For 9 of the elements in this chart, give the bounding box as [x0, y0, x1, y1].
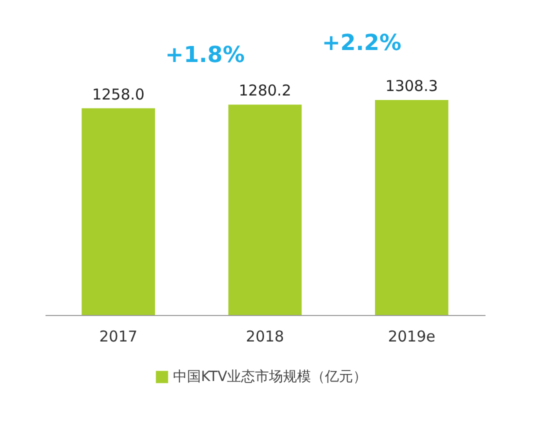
- text: +2.2%: [322, 31, 402, 56]
- text: +1.8%: [165, 43, 245, 68]
- data-label: 1308.3: [385, 77, 438, 95]
- data-label: 1258.0: [92, 85, 145, 104]
- x-tick-label: 2018: [246, 328, 284, 346]
- legend-label: 中国KTV业态市场规模（亿元）: [173, 369, 368, 385]
- x-tick-label: 2017: [99, 328, 138, 346]
- x-tick-label: 2019e: [388, 328, 436, 346]
- data-label: 1280.2: [238, 82, 292, 100]
